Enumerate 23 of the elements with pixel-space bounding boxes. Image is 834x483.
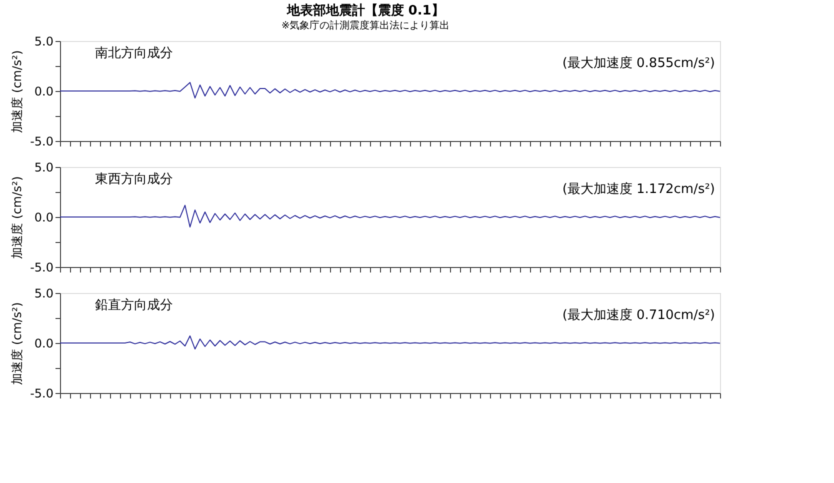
y-tick-label: -5.0 (30, 386, 54, 400)
y-tick-label: 0.0 (34, 336, 54, 350)
y-axis-title: 加速度 (cm/s²) (10, 302, 24, 385)
y-tick-label: 0.0 (34, 84, 54, 98)
y-tick-label: -5.0 (30, 260, 54, 274)
line-series (60, 82, 720, 98)
annotation: (最大加速度 1.172cm/s²) (562, 181, 715, 197)
y-axis-title: 加速度 (cm/s²) (10, 176, 24, 259)
annotation: (最大加速度 0.710cm/s²) (562, 307, 715, 323)
line-series (60, 204, 720, 228)
line-series (60, 335, 720, 350)
annotation: 東西方向成分 (95, 171, 173, 187)
y-axis-title: 加速度 (cm/s²) (10, 50, 24, 133)
chart-subtitle: ※気象庁の計測震度算出法により算出 (281, 20, 450, 32)
y-tick-label: 0.0 (34, 210, 54, 224)
y-tick-label: 5.0 (34, 160, 54, 174)
y-tick-label: 5.0 (34, 286, 54, 300)
y-tick-label: 5.0 (34, 34, 54, 48)
chart-title: 地表部地震計【震度 0.1】 (286, 2, 444, 18)
y-tick-label: -5.0 (30, 134, 54, 148)
annotation: (最大加速度 0.855cm/s²) (562, 55, 715, 71)
annotation: 南北方向成分 (95, 45, 173, 61)
annotation: 鉛直方向成分 (95, 297, 173, 313)
